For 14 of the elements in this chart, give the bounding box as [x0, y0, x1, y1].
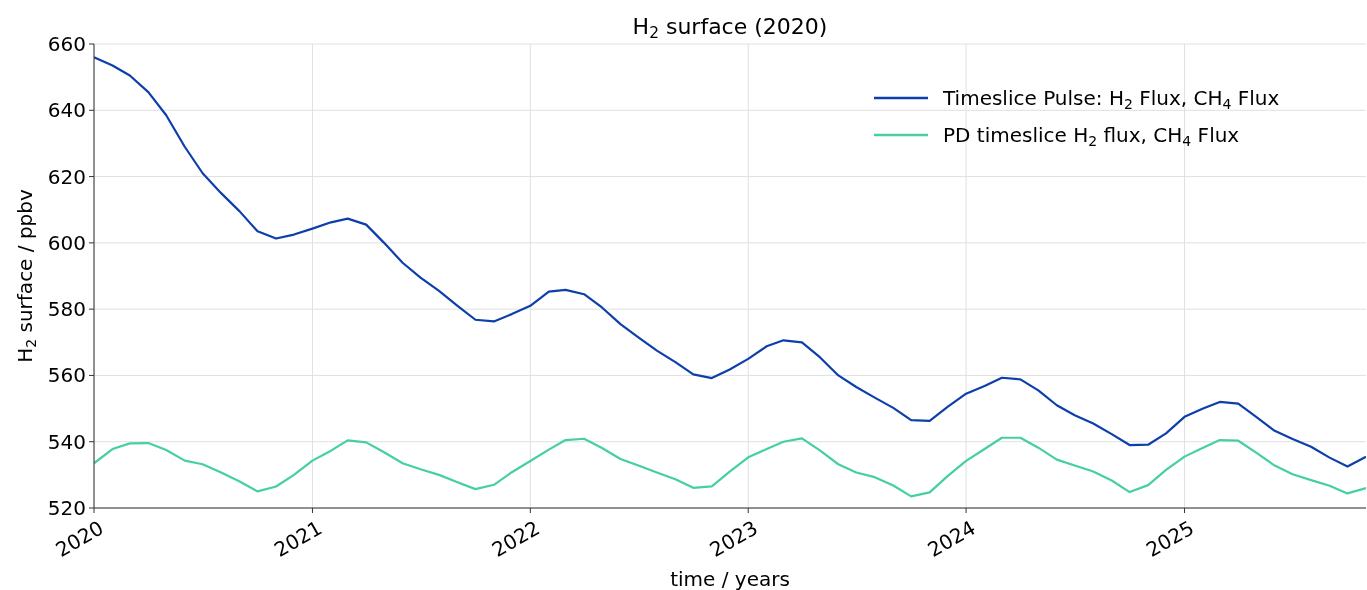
y-tick-label: 620: [47, 164, 86, 189]
chart-title: H$_{2}$ surface (2020): [632, 14, 828, 42]
x-axis-title: time / years: [670, 567, 790, 590]
y-tick-label: 600: [47, 230, 86, 255]
y-tick-label: 560: [47, 363, 86, 388]
line-series: [94, 436, 1366, 498]
line-series: [94, 56, 1366, 468]
y-tick-label: 520: [47, 496, 86, 520]
legend-label: PD timeslice H$_{2}$ flux, CH$_{4}$ Flux: [943, 123, 1240, 149]
y-tick-label: 660: [47, 32, 86, 56]
y-tick-label: 540: [47, 429, 86, 454]
y-tick-label: 580: [47, 297, 86, 322]
legend-label: Timeslice Pulse: H$_{2}$ Flux, CH$_{4}$ Flux: [942, 86, 1280, 112]
y-tick-label: 640: [47, 98, 86, 123]
